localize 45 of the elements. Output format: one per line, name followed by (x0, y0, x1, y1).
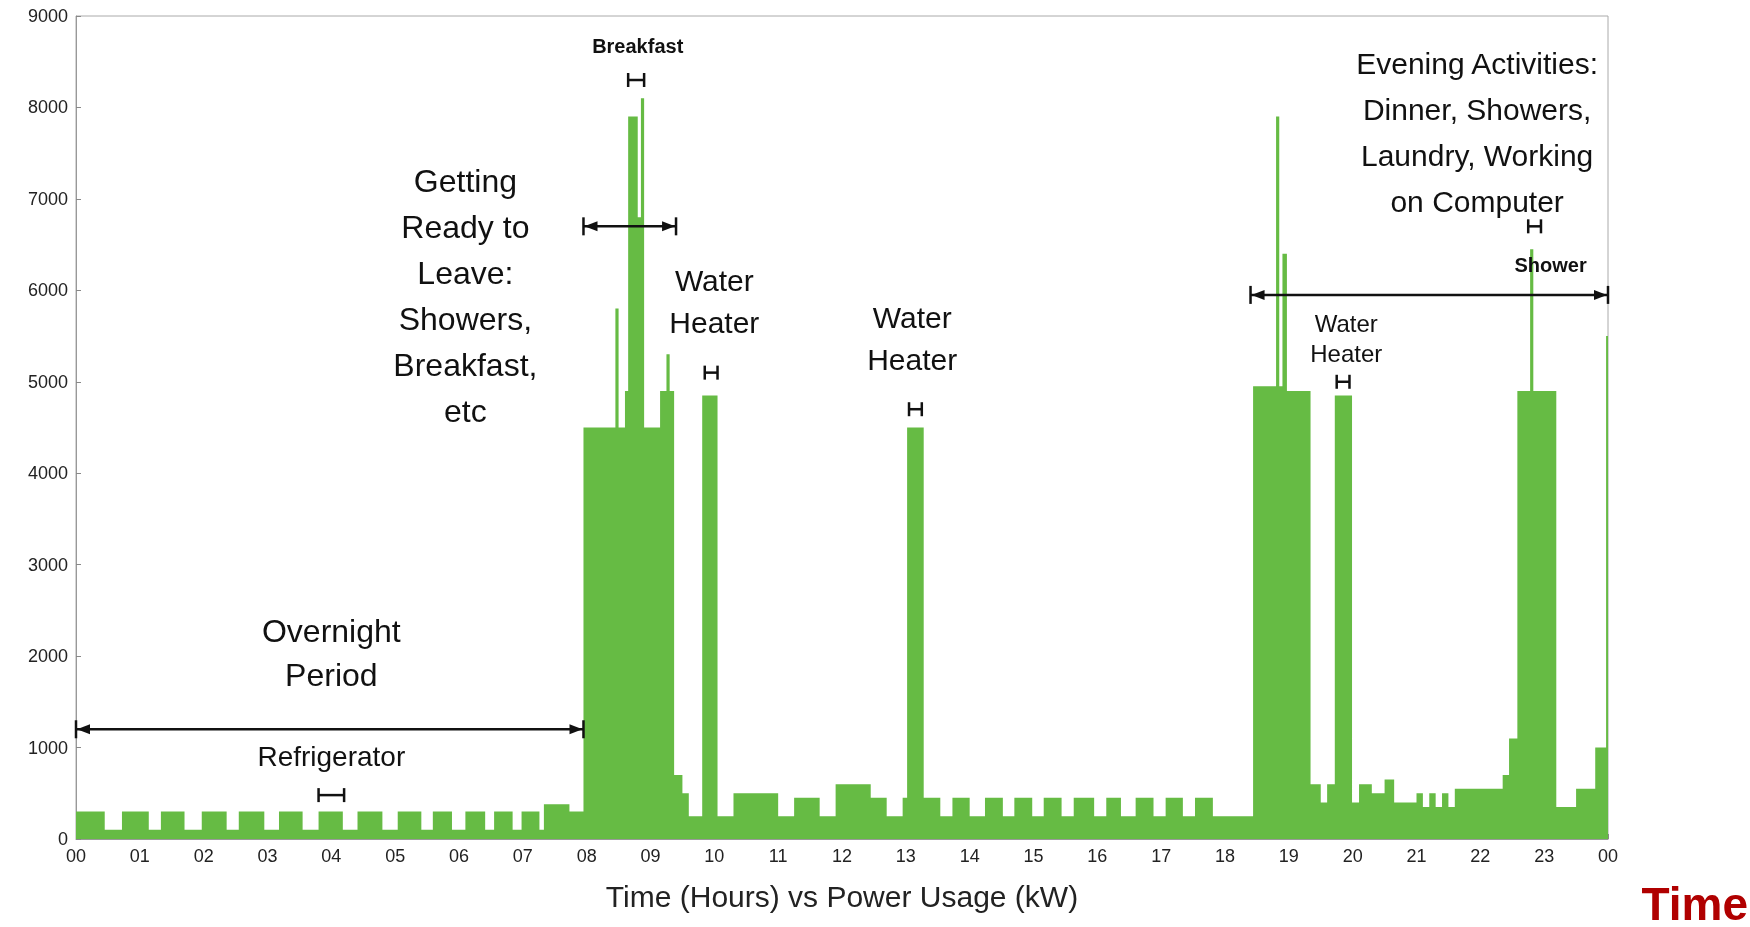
y-tick-label: 4000 (27, 463, 68, 484)
x-tick-label: 08 (576, 846, 597, 866)
annotation: Getting Ready to Leave: Showers, Breakfast, etc (393, 163, 538, 430)
annotation: Water Heater (1310, 309, 1383, 367)
annotation: Overnight Period (261, 613, 401, 694)
x-tick-label: 13 (895, 846, 916, 866)
x-tick-label: 01 (129, 846, 150, 866)
y-tick-label: 1000 (27, 737, 68, 758)
x-tick-label: 20 (1342, 846, 1363, 866)
x-tick-label: 09 (640, 846, 661, 866)
x-tick-label: 03 (257, 846, 278, 866)
y-tick-label: 8000 (27, 97, 68, 118)
x-tick-label: 06 (448, 846, 470, 866)
x-tick-label: 19 (1278, 846, 1299, 866)
x-tick-label: 00 (1597, 846, 1619, 866)
x-tick-label: 18 (1214, 846, 1236, 866)
x-tick-label: 11 (768, 846, 788, 866)
annotation: Breakfast (592, 35, 684, 58)
annotation: Evening Activities: Dinner, Showers, Laundry, Working on Computer (1356, 46, 1599, 218)
y-tick-label: 3000 (27, 554, 68, 575)
annotation: Water Heater (867, 300, 958, 376)
x-tick-label: 10 (704, 846, 725, 866)
y-tick-label: 7000 (27, 188, 68, 209)
x-tick-label: 12 (831, 846, 853, 866)
x-tick-label: 22 (1470, 846, 1491, 866)
y-tick-label: 0 (57, 829, 68, 849)
y-tick-label: 5000 (27, 371, 68, 392)
x-tick-label: 00 (65, 846, 87, 866)
x-tick-label: 17 (1151, 846, 1172, 866)
y-tick-label: 6000 (27, 280, 68, 301)
x-tick-label: 15 (1023, 846, 1044, 866)
x-tick-label: 21 (1406, 846, 1427, 866)
x-tick-label: 02 (193, 846, 214, 866)
x-tick-label: 07 (512, 846, 533, 866)
x-tick-label: 16 (1087, 846, 1108, 866)
y-tick-label: 2000 (27, 646, 68, 667)
x-tick-label: 05 (385, 846, 406, 866)
annotation: Water Heater (669, 263, 760, 339)
x-tick-label: 14 (959, 846, 980, 866)
annotation: Refrigerator (257, 740, 406, 772)
text: Time (1641, 878, 1749, 927)
y-tick-label: 9000 (27, 6, 68, 26)
x-tick-label: 04 (321, 846, 342, 866)
x-tick-label: 23 (1534, 846, 1555, 866)
x-axis-title: Time (Hours) vs Power Usage (kW) (605, 879, 1079, 913)
